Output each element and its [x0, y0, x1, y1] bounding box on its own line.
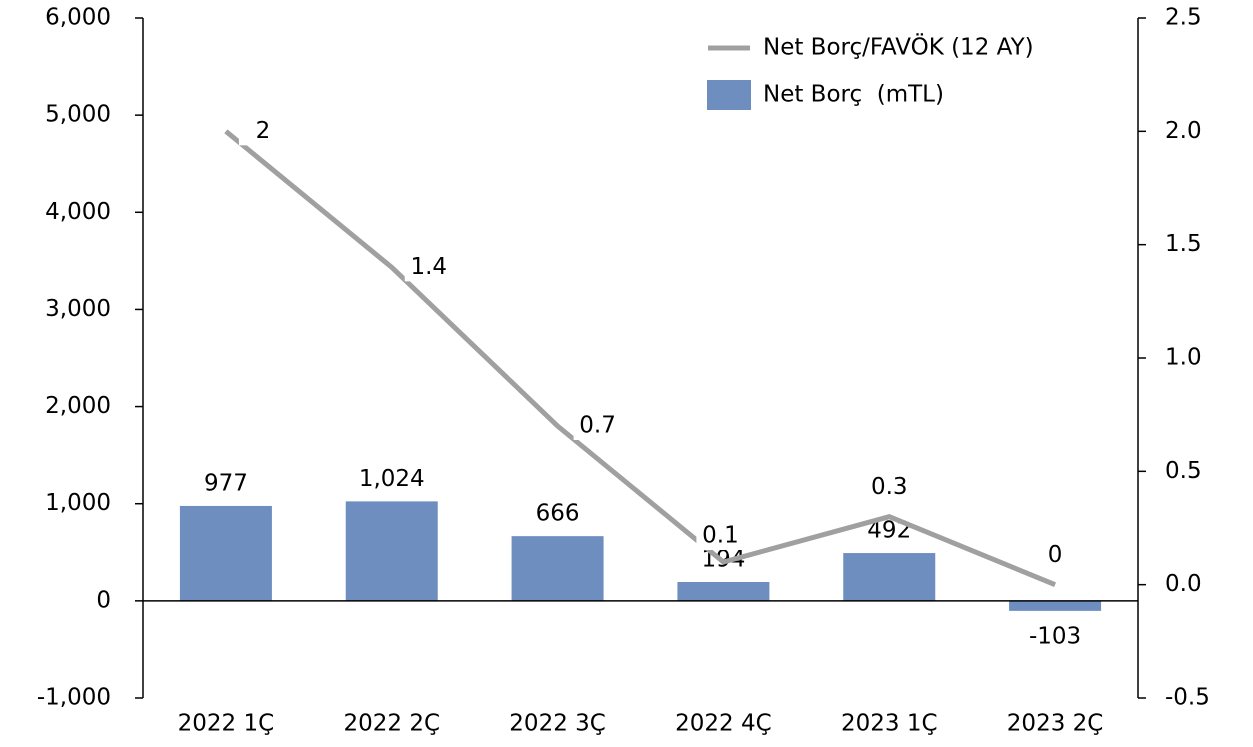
bar-value-label: 1,024 — [359, 466, 425, 492]
y2-tick-label: 1.0 — [1165, 345, 1202, 371]
line-value-label: 0.3 — [871, 474, 908, 500]
line-label-bg — [238, 117, 287, 146]
line-value-label: 2 — [256, 118, 271, 144]
y-tick-label: 4,000 — [45, 199, 111, 225]
x-tick-label: 2022 2Ç — [343, 711, 440, 737]
bar — [179, 505, 272, 601]
x-tick-label: 2022 4Ç — [675, 711, 772, 737]
bar-value-label: 977 — [204, 470, 248, 496]
bar — [677, 582, 770, 601]
y2-tick-label: 2.5 — [1165, 5, 1202, 31]
y2-tick-label: 0.0 — [1165, 571, 1202, 597]
bar — [1009, 600, 1102, 611]
x-tick-label: 2022 3Ç — [509, 711, 606, 737]
bar-value-label: 666 — [536, 501, 580, 527]
line-value-label: 0.1 — [702, 523, 739, 549]
line — [224, 129, 1057, 587]
y2-tick-label: 2.0 — [1165, 118, 1202, 144]
legend-label: Net Borç (mTL) — [763, 82, 944, 108]
y-tick-label: 5,000 — [45, 102, 111, 128]
y-tick-label: 0 — [96, 587, 111, 613]
legend-label: Net Borç/FAVÖK (12 AY) — [763, 33, 1034, 61]
y2-tick-label: 0.5 — [1165, 458, 1202, 484]
line-label-bg — [573, 412, 622, 440]
x-tick-label: 2023 2Ç — [1007, 711, 1104, 737]
line-value-label: 0.7 — [579, 413, 616, 439]
y-tick-label: 6,000 — [45, 5, 111, 31]
bar-value-label: -103 — [1029, 623, 1081, 649]
line-value-label: 1.4 — [410, 254, 447, 280]
y2-tick-label: 1.5 — [1165, 231, 1202, 257]
bar — [511, 536, 604, 601]
x-tick-label: 2022 1Ç — [178, 711, 275, 737]
line-label-bg — [1031, 541, 1080, 570]
y-tick-label: 2,000 — [45, 393, 111, 419]
line-value-label: 0 — [1048, 542, 1063, 568]
y-tick-label: -1,000 — [37, 685, 111, 711]
bar — [345, 501, 438, 601]
y2-tick-label: -0.5 — [1165, 685, 1210, 711]
line-label-bg — [404, 253, 453, 282]
line-label-bg — [865, 473, 914, 502]
y-tick-label: 1,000 — [45, 490, 111, 516]
legend-swatch — [707, 80, 751, 110]
y-tick-label: 3,000 — [45, 296, 111, 322]
x-tick-label: 2023 1Ç — [841, 711, 938, 737]
bar — [843, 553, 936, 601]
line-label-bg — [696, 522, 745, 550]
